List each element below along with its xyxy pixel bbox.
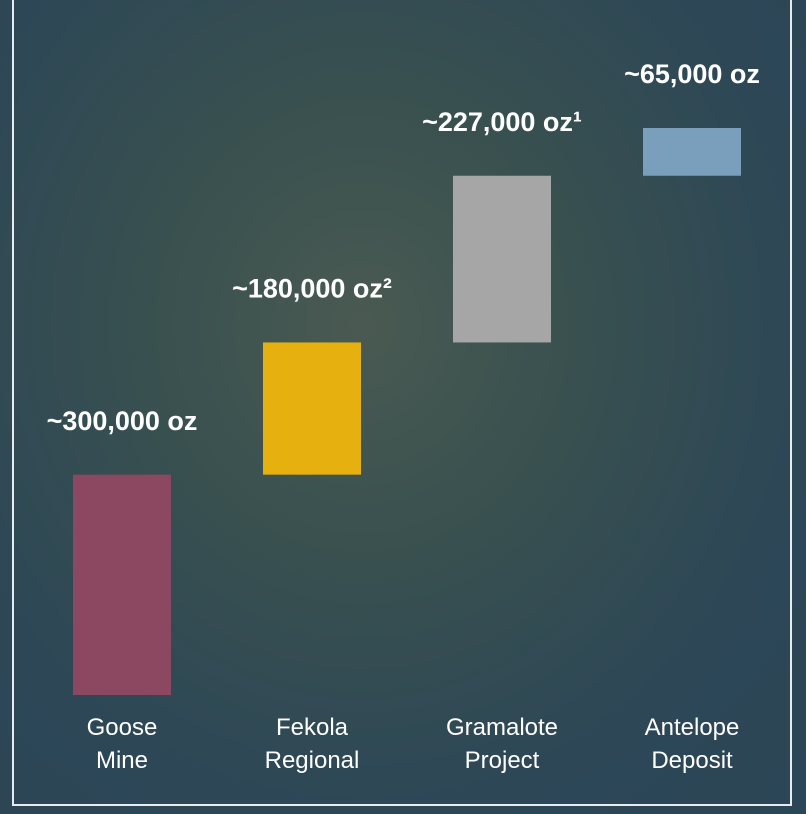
bar bbox=[453, 175, 551, 343]
category-label: Gramalote Project bbox=[445, 714, 559, 774]
category-label: Goose Mine bbox=[86, 714, 158, 774]
bar bbox=[263, 342, 361, 475]
frame bbox=[12, 0, 792, 806]
value-label: ~180,000 oz² bbox=[232, 274, 392, 304]
value-label: ~227,000 oz¹ bbox=[422, 107, 582, 137]
bar bbox=[73, 474, 171, 695]
category-label: Fekola Regional bbox=[264, 714, 360, 774]
category-label: Antelope Deposit bbox=[644, 714, 740, 774]
value-label: ~300,000 oz bbox=[47, 406, 198, 436]
bar bbox=[643, 128, 741, 176]
value-label: ~65,000 oz bbox=[624, 59, 760, 89]
